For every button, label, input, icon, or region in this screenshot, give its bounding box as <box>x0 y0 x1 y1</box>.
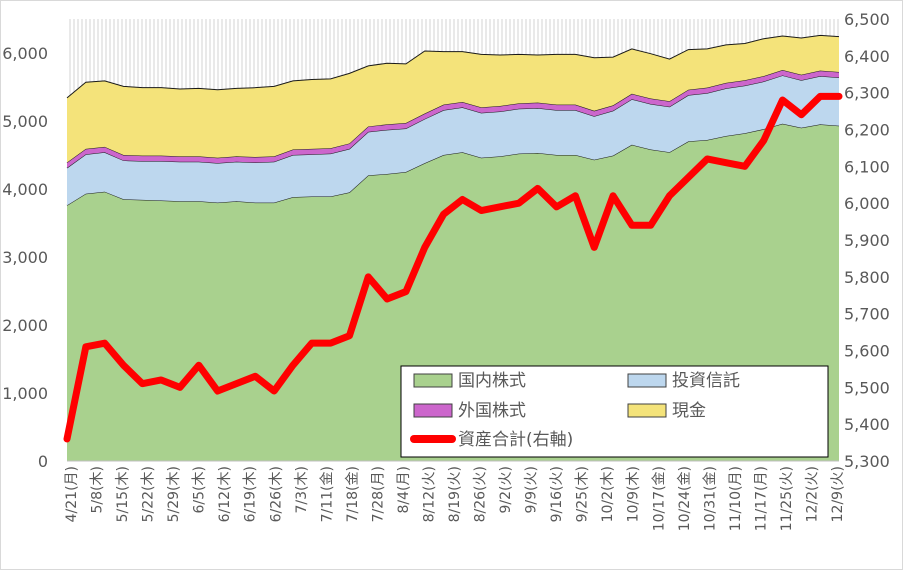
total-assets-line <box>63 92 843 443</box>
total-line-layer <box>63 92 843 443</box>
x-tick-label: 7/28(月) <box>370 466 386 522</box>
legend-label-domestic-stocks: 国内株式 <box>458 371 526 391</box>
x-tick-label: 7/3(木) <box>294 466 310 513</box>
x-tick-label: 9/25(木) <box>575 466 591 522</box>
y-right-tick-label: 5,500 <box>844 378 890 397</box>
y-right-tick-label: 5,400 <box>844 415 890 434</box>
area-foreign-stocks <box>67 70 839 168</box>
x-tick-label: 8/19(火) <box>447 466 463 522</box>
x-tick-label: 8/12(火) <box>421 466 437 522</box>
legend-box <box>400 365 829 458</box>
x-tick-label: 9/2(火) <box>498 466 514 513</box>
legend-label-foreign-stocks: 外国株式 <box>458 401 526 421</box>
legend-label-cash: 現金 <box>672 401 706 421</box>
y-right-tick-label: 6,200 <box>844 121 890 140</box>
x-tick-label: 9/16(火) <box>549 466 565 522</box>
x-tick-label: 6/26(木) <box>268 466 284 522</box>
legend-swatch-cash <box>627 403 667 418</box>
y-right-tick-label: 5,600 <box>844 342 890 361</box>
left-axis-ticks: 0 1,000 2,000 3,000 4,000 5,000 6,000 <box>2 44 48 471</box>
y-right-tick-label: 6,500 <box>844 10 890 29</box>
area-investment-trusts <box>67 75 839 206</box>
x-tick-label: 6/12(木) <box>217 466 233 522</box>
x-tick-label: 4/21(月) <box>64 466 80 522</box>
right-axis-ticks: 5,300 5,400 5,500 5,600 5,700 5,800 5,900 6,000… <box>844 10 890 471</box>
x-tick-label: 12/9(火) <box>830 466 846 522</box>
x-tick-label: 8/4(月) <box>396 466 412 513</box>
area-cash <box>67 35 839 163</box>
x-tick-label: 10/2(木) <box>600 466 616 522</box>
x-tick-label: 10/31(金) <box>702 466 718 531</box>
y-left-tick-label: 4,000 <box>2 180 48 199</box>
x-tick-label: 10/9(木) <box>626 466 642 522</box>
y-right-tick-label: 6,400 <box>844 47 890 66</box>
y-right-tick-label: 6,000 <box>844 194 890 213</box>
legend-label-total-assets: 資産合計(右軸) <box>458 430 573 450</box>
x-tick-label: 7/11(金) <box>319 466 335 522</box>
y-left-tick-label: 6,000 <box>2 44 48 63</box>
x-tick-label: 5/15(木) <box>115 466 131 522</box>
x-axis-ticks: 4/21(月) 5/8(木) 5/15(木) 5/22(木) 5/29(木) 6/5(木)… <box>64 466 846 531</box>
y-left-tick-label: 2,000 <box>2 316 48 335</box>
y-left-tick-label: 3,000 <box>2 248 48 267</box>
x-tick-label: 11/17(月) <box>753 466 769 531</box>
y-right-tick-label: 5,900 <box>844 231 890 250</box>
y-right-tick-label: 5,800 <box>844 268 890 287</box>
x-tick-label: 11/10(月) <box>728 466 744 531</box>
y-left-tick-label: 1,000 <box>2 384 48 403</box>
x-tick-label: 6/19(木) <box>243 466 259 522</box>
x-tick-label: 5/8(木) <box>90 466 106 513</box>
legend: 国内株式 投資信託 外国株式 現金 資産合計(右軸) <box>400 365 829 458</box>
legend-label-investment-trusts: 投資信託 <box>672 371 740 391</box>
x-tick-label: 10/24(金) <box>677 466 693 531</box>
area-cash-outline <box>66 34 840 99</box>
y-left-tick-label: 0 <box>38 452 48 471</box>
x-tick-label: 12/2(火) <box>804 466 820 522</box>
legend-swatch-foreign-stocks <box>413 403 453 418</box>
y-left-tick-label: 5,000 <box>2 112 48 131</box>
x-tick-label: 5/29(木) <box>166 466 182 522</box>
legend-swatch-investment-trusts <box>627 373 667 388</box>
x-tick-label: 5/22(木) <box>141 466 157 522</box>
legend-swatch-domestic-stocks <box>413 373 453 388</box>
y-right-tick-label: 6,300 <box>844 84 890 103</box>
y-right-tick-label: 5,700 <box>844 305 890 324</box>
x-tick-label: 9/9(火) <box>524 466 540 513</box>
y-right-tick-label: 5,300 <box>844 452 890 471</box>
x-tick-label: 7/18(金) <box>345 466 361 522</box>
x-tick-label: 10/17(金) <box>651 466 667 531</box>
x-tick-label: 11/25(火) <box>779 466 795 531</box>
x-tick-label: 6/5(木) <box>192 466 208 513</box>
y-right-tick-label: 6,100 <box>844 157 890 176</box>
x-tick-label: 8/26(火) <box>473 466 489 522</box>
